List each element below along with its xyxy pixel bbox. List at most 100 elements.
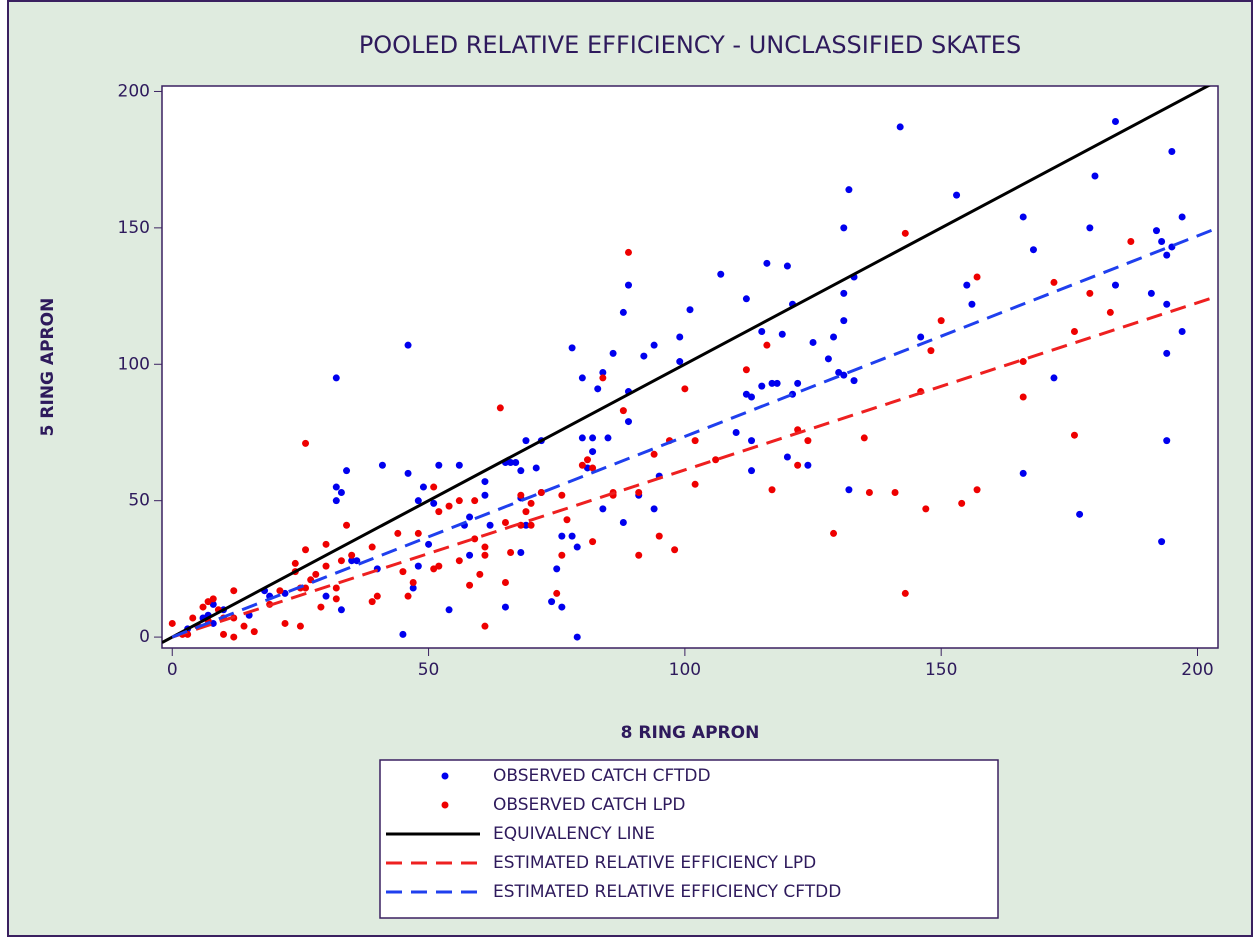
point [937, 317, 945, 325]
point [732, 428, 740, 436]
point [348, 551, 356, 559]
x-tick-label: 150 [925, 660, 957, 680]
point [830, 333, 838, 341]
legend-box [379, 759, 999, 919]
point [445, 502, 453, 510]
point [717, 270, 725, 278]
point [604, 434, 612, 442]
point [691, 437, 699, 445]
point [548, 598, 556, 606]
point [922, 505, 930, 513]
point [778, 330, 786, 338]
point [302, 584, 310, 592]
y-tick-label: 50 [128, 491, 150, 511]
point [230, 587, 238, 595]
point [414, 497, 422, 505]
point [435, 562, 443, 570]
point [532, 464, 540, 472]
point [168, 619, 176, 627]
legend-label: ESTIMATED RELATIVE EFFICIENCY LPD [493, 853, 816, 873]
point [742, 390, 750, 398]
point [794, 379, 802, 387]
point [583, 464, 591, 472]
point [1163, 251, 1171, 259]
point [1111, 117, 1119, 125]
point [435, 461, 443, 469]
point [917, 333, 925, 341]
point [348, 557, 356, 565]
point [302, 439, 310, 447]
point [455, 461, 463, 469]
point [332, 584, 340, 592]
point [650, 505, 658, 513]
point [891, 488, 899, 496]
point [568, 344, 576, 352]
point [845, 186, 853, 194]
point [220, 630, 228, 638]
y-axis-label: 5 RING APRON [38, 298, 58, 437]
point [794, 461, 802, 469]
legend-label: ESTIMATED RELATIVE EFFICIENCY CFTDD [493, 882, 841, 902]
point [378, 461, 386, 469]
point [507, 458, 515, 466]
point [455, 557, 463, 565]
point [783, 262, 791, 270]
point [1019, 213, 1027, 221]
point [1050, 278, 1058, 286]
point [343, 467, 351, 475]
point [1019, 469, 1027, 477]
point [563, 516, 571, 524]
point [691, 480, 699, 488]
point [748, 437, 756, 445]
point [558, 532, 566, 540]
point [1168, 147, 1176, 155]
line [171, 294, 1218, 639]
point [953, 191, 961, 199]
legend-marker [441, 801, 449, 809]
point [973, 486, 981, 494]
point [332, 374, 340, 382]
point [1158, 538, 1166, 546]
point [624, 248, 632, 256]
point [1086, 224, 1094, 232]
point [589, 464, 597, 472]
point [522, 437, 530, 445]
point [476, 570, 484, 578]
chart-title: POOLED RELATIVE EFFICIENCY - UNCLASSIFIE… [359, 31, 1021, 59]
point [430, 565, 438, 573]
point [501, 519, 509, 527]
point [594, 385, 602, 393]
point [578, 461, 586, 469]
point [619, 519, 627, 527]
point [537, 488, 545, 496]
point [671, 546, 679, 554]
point [1147, 289, 1155, 297]
point [845, 486, 853, 494]
point [527, 499, 535, 507]
point [568, 532, 576, 540]
point [650, 450, 658, 458]
point [1070, 328, 1078, 336]
point [209, 600, 217, 608]
point [240, 622, 248, 630]
point [496, 404, 504, 412]
point [481, 478, 489, 486]
point [471, 497, 479, 505]
point [281, 619, 289, 627]
point [553, 565, 561, 573]
point [927, 347, 935, 355]
point [466, 513, 474, 521]
plot-marks [162, 86, 1218, 644]
point [522, 508, 530, 516]
point [1163, 349, 1171, 357]
point [312, 570, 320, 578]
point [860, 434, 868, 442]
point [1158, 238, 1166, 246]
point [332, 595, 340, 603]
point [768, 486, 776, 494]
plot-area [161, 85, 1219, 649]
point [824, 355, 832, 363]
point [640, 352, 648, 360]
point [368, 543, 376, 551]
